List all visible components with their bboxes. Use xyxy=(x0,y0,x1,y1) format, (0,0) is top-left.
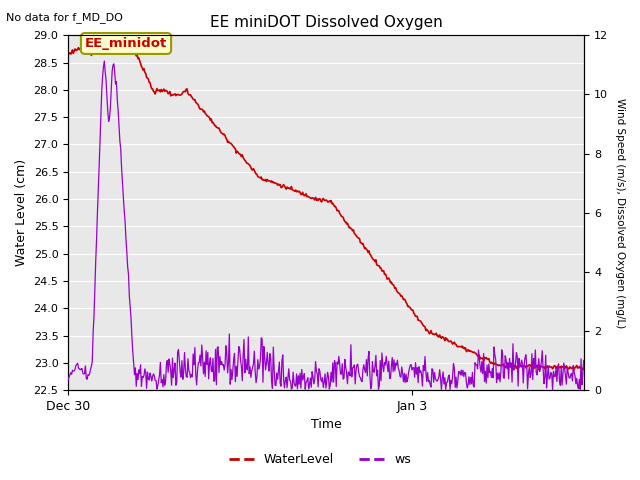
Text: EE_minidot: EE_minidot xyxy=(85,37,167,50)
X-axis label: Time: Time xyxy=(311,419,342,432)
Y-axis label: Wind Speed (m/s), Dissolved Oxygen (mg/L): Wind Speed (m/s), Dissolved Oxygen (mg/L… xyxy=(615,97,625,328)
Text: No data for f_MD_DO: No data for f_MD_DO xyxy=(6,12,124,23)
Y-axis label: Water Level (cm): Water Level (cm) xyxy=(15,159,28,266)
Title: EE miniDOT Dissolved Oxygen: EE miniDOT Dissolved Oxygen xyxy=(210,15,443,30)
Legend: WaterLevel, ws: WaterLevel, ws xyxy=(224,448,416,471)
